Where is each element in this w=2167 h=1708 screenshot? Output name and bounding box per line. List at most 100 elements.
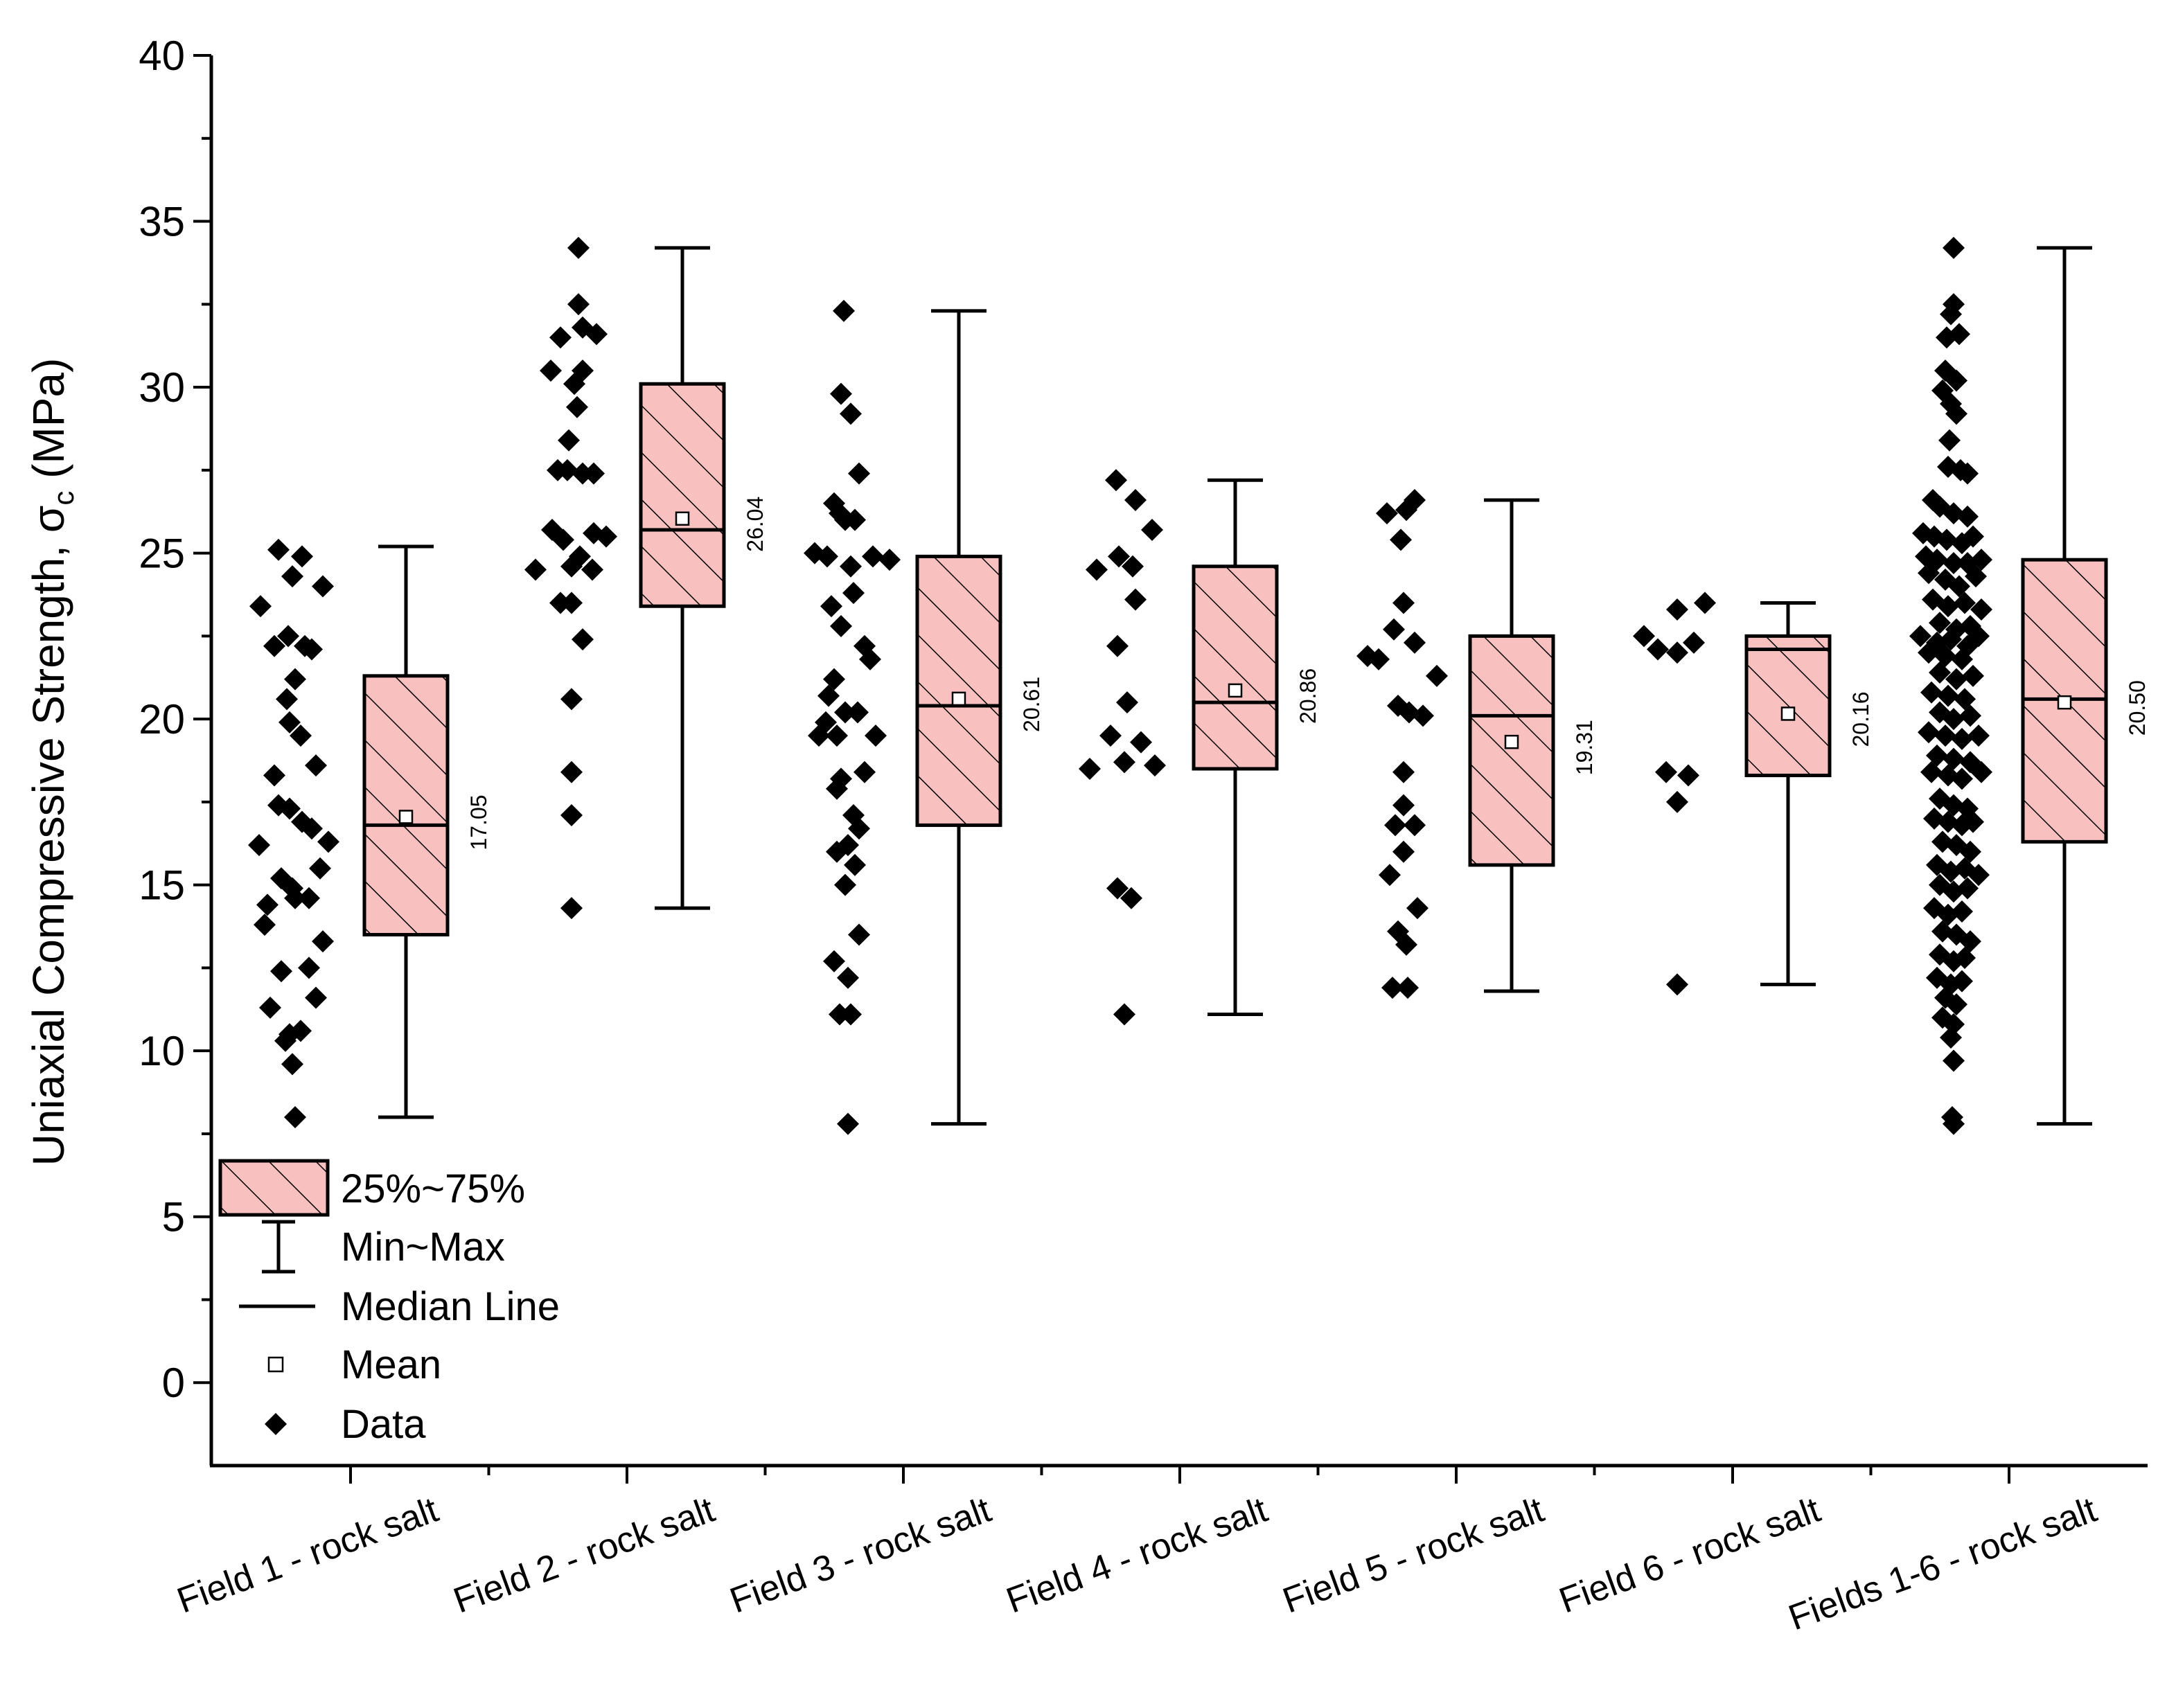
data-point — [1938, 429, 1961, 452]
data-point — [837, 1112, 859, 1135]
data-point — [830, 382, 852, 405]
mean-value-label: 26.04 — [743, 497, 768, 552]
data-point — [826, 724, 848, 747]
data-point — [284, 887, 306, 909]
data-point — [844, 508, 866, 531]
data-point — [878, 549, 901, 571]
data-point — [1936, 528, 1958, 551]
data-point — [1392, 794, 1415, 817]
data-point — [1113, 751, 1135, 774]
box-group: 19.31 — [1468, 498, 1597, 993]
data-point — [1970, 598, 1992, 621]
data-point — [1956, 505, 1979, 528]
data-point — [1124, 488, 1147, 511]
data-point-group — [804, 299, 901, 1135]
data-point — [853, 760, 876, 783]
data-point — [847, 701, 869, 724]
mean-marker — [2057, 695, 2072, 710]
data-point — [1965, 565, 1987, 588]
data-point — [1677, 764, 1699, 787]
data-point — [278, 711, 301, 733]
data-point — [1079, 757, 1101, 780]
data-point — [1937, 684, 1959, 707]
data-point — [1956, 877, 1979, 900]
data-point — [305, 754, 327, 777]
iqr-box — [915, 554, 1002, 827]
data-point — [549, 326, 572, 349]
data-point — [305, 986, 327, 1009]
y-tick-label: 20 — [139, 696, 185, 742]
data-point — [560, 688, 583, 711]
legend-data-swatch — [265, 1413, 287, 1435]
y-tick-label: 30 — [139, 364, 185, 411]
mean-marker — [951, 691, 966, 706]
data-point — [540, 359, 562, 382]
data-point — [1948, 323, 1970, 346]
data-point — [1962, 810, 1984, 833]
y-tick-label: 15 — [139, 862, 185, 909]
y-tick-label: 25 — [139, 531, 185, 577]
legend-label: Data — [341, 1402, 426, 1447]
data-point — [563, 373, 585, 395]
data-point — [1920, 760, 1943, 783]
data-point-group — [1356, 488, 1448, 999]
data-point — [1368, 648, 1390, 670]
legend: 25%~75% Min~Max Median Line Mean Data — [218, 1159, 560, 1447]
y-tick-label: 40 — [139, 33, 185, 79]
data-point — [312, 930, 334, 953]
data-point — [1666, 973, 1688, 996]
data-point — [1124, 588, 1147, 611]
data-point — [312, 575, 334, 598]
data-point — [862, 545, 884, 568]
data-point — [278, 797, 301, 820]
data-point — [808, 724, 830, 747]
mean-marker — [398, 810, 414, 824]
box-group: 20.86 — [1192, 478, 1320, 1016]
data-point — [1954, 947, 1976, 970]
data-point — [1392, 840, 1415, 863]
data-point — [1943, 1049, 1965, 1072]
data-point — [1099, 724, 1122, 747]
iqr-box — [639, 382, 726, 608]
data-point — [1951, 767, 1973, 790]
data-point — [830, 614, 852, 637]
data-point — [256, 893, 278, 916]
data-point — [1122, 555, 1144, 578]
data-point — [1934, 724, 1956, 747]
data-point — [1384, 814, 1406, 837]
data-point — [1404, 814, 1426, 837]
data-point — [309, 857, 331, 880]
data-point — [298, 887, 320, 909]
data-point — [848, 817, 870, 840]
data-point — [267, 538, 290, 561]
data-point — [834, 701, 856, 724]
data-point — [1945, 369, 1967, 392]
data-point — [1108, 545, 1130, 568]
x-category-label: Field 1 - rock salt — [172, 1490, 443, 1621]
data-point — [560, 555, 583, 578]
legend-label: Median Line — [341, 1284, 560, 1329]
data-point — [274, 1029, 297, 1052]
data-point — [1920, 681, 1943, 704]
mean-marker — [1228, 683, 1243, 698]
data-point — [1918, 641, 1940, 664]
data-point — [1383, 618, 1405, 641]
data-point — [1633, 625, 1655, 648]
data-point — [1381, 977, 1404, 999]
data-point — [1951, 970, 1973, 993]
data-point — [1945, 402, 1967, 425]
data-point — [558, 429, 580, 452]
data-point — [284, 668, 306, 691]
mean-marker — [1504, 734, 1519, 749]
data-point — [1962, 525, 1984, 548]
data-point — [1943, 236, 1965, 259]
data-point — [263, 634, 285, 657]
box-group: 17.05 — [362, 544, 491, 1119]
data-point-group — [524, 236, 617, 920]
data-point — [1967, 864, 1990, 887]
mean-marker — [1780, 706, 1796, 721]
data-point — [1943, 551, 1965, 574]
x-category-label: Field 2 - rock salt — [448, 1490, 720, 1621]
data-point — [1683, 631, 1705, 654]
mean-marker — [675, 511, 690, 526]
